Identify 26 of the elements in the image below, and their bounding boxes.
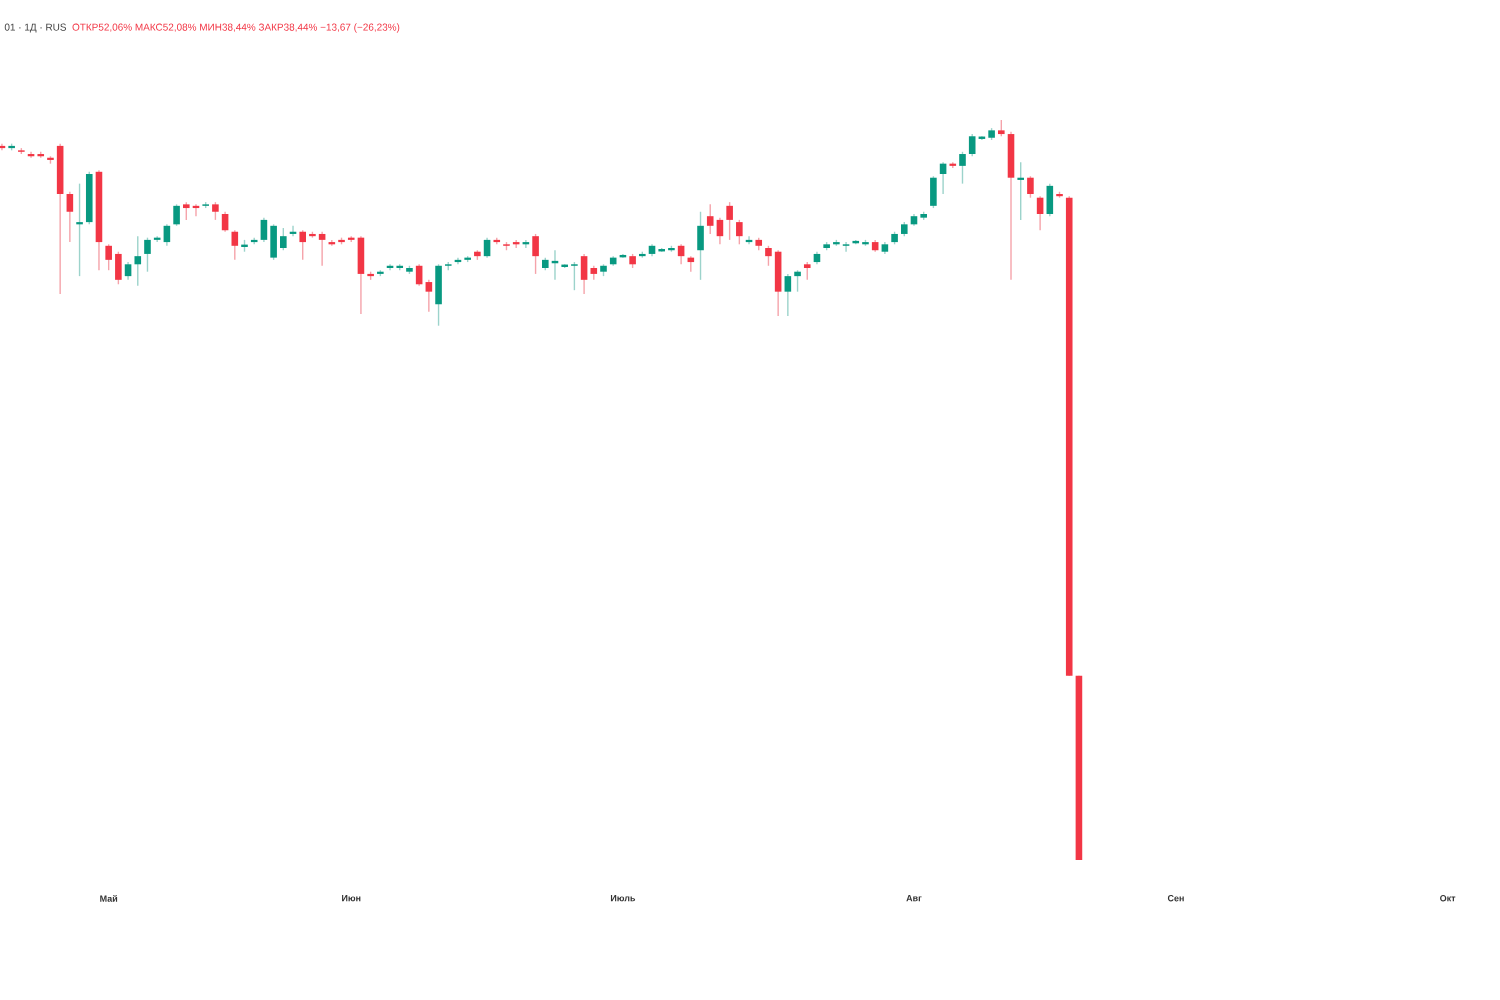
candlestick: [435, 263, 442, 327]
candlestick: [483, 236, 491, 259]
candlestick: [580, 253, 588, 295]
candlestick: [1017, 161, 1025, 221]
candlestick: [66, 191, 74, 243]
candlestick: [794, 269, 801, 293]
candlestick: [1046, 182, 1054, 217]
candlestick: [532, 233, 539, 275]
candlestick: [144, 236, 151, 273]
candlestick: [726, 201, 733, 241]
candlestick: [784, 273, 792, 317]
candlestick: [1036, 195, 1044, 231]
candlestick: [736, 219, 743, 246]
candlestick: [163, 223, 171, 247]
candlestick: [842, 241, 850, 253]
candlestick: [425, 279, 433, 313]
candlestick: [930, 175, 937, 209]
candlestick: [697, 211, 704, 281]
candlestick: [959, 151, 966, 185]
candlestick: [231, 229, 239, 261]
candlestick: [1027, 175, 1034, 199]
candlestick: [1007, 131, 1015, 281]
candlestick: [76, 182, 83, 277]
candlestick: [173, 203, 180, 227]
candlestick: [134, 235, 142, 287]
candlestick: [221, 211, 229, 233]
